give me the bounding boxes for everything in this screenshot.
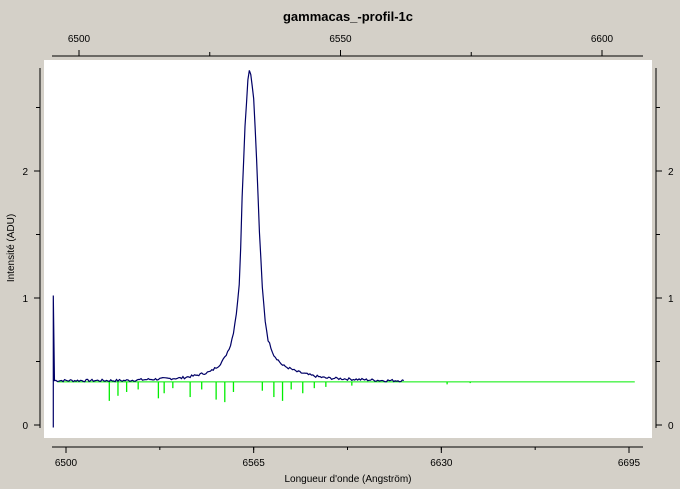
right-y-tick-label-1: 1 <box>668 294 674 305</box>
x-axis-label: Longueur d'onde (Angström) <box>285 474 412 485</box>
top-x-tick-label-1: 6550 <box>329 34 352 45</box>
right-y-tick-label-0: 0 <box>668 421 674 432</box>
bottom-x-tick-label-1: 6565 <box>243 458 266 469</box>
right-y-tick-label-2: 2 <box>668 167 674 178</box>
left-y-ticks: 0 1 2 <box>22 108 40 433</box>
top-x-tick-label-2: 6600 <box>591 34 614 45</box>
left-y-tick-label-2: 2 <box>22 167 28 178</box>
top-x-tick-label-0: 6500 <box>68 34 91 45</box>
bottom-x-tick-label-3: 6695 <box>618 458 641 469</box>
bottom-x-tick-label-2: 6630 <box>430 458 453 469</box>
top-x-ticks: 6500 6550 6600 <box>68 34 614 56</box>
y-axis-label: Intensité (ADU) <box>6 214 17 282</box>
left-y-tick-label-0: 0 <box>22 421 28 432</box>
right-y-ticks: 0 1 2 <box>656 108 674 433</box>
bottom-x-ticks: 6500 6565 6630 6695 <box>55 447 641 469</box>
bottom-x-tick-label-0: 6500 <box>55 458 78 469</box>
chart-title: gammacas_-profil-1c <box>283 9 413 24</box>
left-y-tick-label-1: 1 <box>22 294 28 305</box>
